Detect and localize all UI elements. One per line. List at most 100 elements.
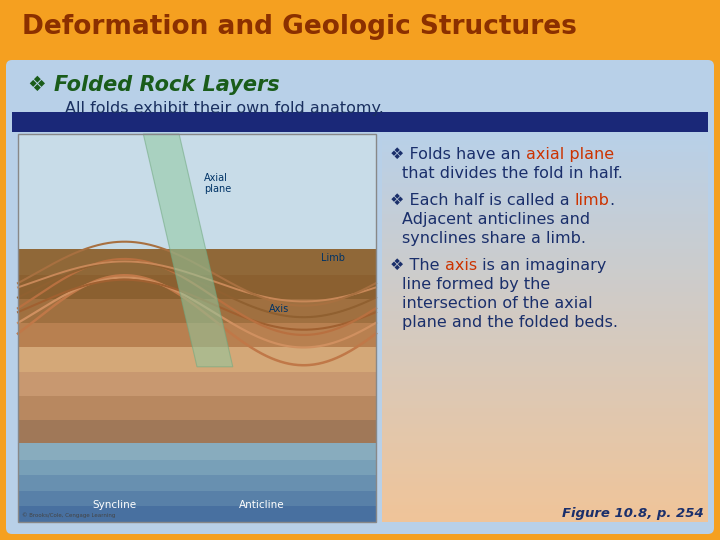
Bar (382, 285, 708, 289)
Text: line formed by the: line formed by the (402, 277, 550, 292)
Bar (382, 303, 708, 308)
Text: © Brooks/Cole, Cengage Learning: © Brooks/Cole, Cengage Learning (22, 512, 115, 518)
Text: limb: limb (575, 193, 610, 208)
Text: Syncline: Syncline (93, 500, 137, 510)
Bar (382, 269, 708, 274)
Bar (382, 133, 708, 138)
Bar (382, 296, 708, 301)
Bar (382, 273, 708, 278)
Bar (382, 455, 708, 460)
Bar (382, 443, 708, 448)
Bar (382, 339, 708, 343)
Text: ❖ The: ❖ The (390, 258, 445, 273)
Bar (382, 505, 708, 510)
Text: intersection of the axial: intersection of the axial (402, 296, 593, 311)
Bar (382, 346, 708, 352)
Bar (382, 261, 708, 266)
Bar (382, 404, 708, 409)
Bar (382, 319, 708, 324)
Text: Figure 10.8, p. 254: Figure 10.8, p. 254 (562, 507, 704, 520)
Bar (382, 408, 708, 413)
Bar (382, 389, 708, 394)
Bar (382, 478, 708, 483)
Bar (382, 494, 708, 499)
Bar (382, 308, 708, 313)
Bar (382, 214, 708, 219)
Bar (382, 288, 708, 293)
Bar (382, 413, 708, 417)
Bar (382, 377, 708, 382)
Text: synclines share a limb.: synclines share a limb. (402, 231, 586, 246)
Text: Axial
plane: Axial plane (204, 173, 231, 194)
Bar (382, 428, 708, 433)
Bar (382, 292, 708, 297)
Bar (382, 490, 708, 495)
Bar (382, 350, 708, 355)
Bar (382, 327, 708, 332)
Text: Anticline: Anticline (238, 500, 284, 510)
Bar (382, 226, 708, 231)
Bar (382, 199, 708, 204)
Bar (382, 222, 708, 227)
Bar (382, 168, 708, 173)
Bar (18, 490, 376, 507)
Bar (382, 234, 708, 239)
Bar (18, 459, 376, 475)
Bar (382, 172, 708, 177)
Bar (18, 395, 376, 420)
Bar (382, 300, 708, 305)
Bar (382, 370, 708, 375)
Bar (382, 470, 708, 475)
Bar (382, 195, 708, 200)
Bar (382, 517, 708, 522)
Bar (382, 191, 708, 196)
Bar (382, 447, 708, 452)
Text: ❖ Folds have an: ❖ Folds have an (390, 147, 526, 162)
Bar (382, 513, 708, 518)
Bar (18, 370, 376, 396)
Bar (382, 381, 708, 386)
Bar (382, 502, 708, 507)
Bar (382, 385, 708, 390)
Text: Axis: Axis (269, 303, 289, 314)
Bar (382, 436, 708, 441)
Bar (382, 420, 708, 425)
Bar (382, 137, 708, 142)
Bar (382, 280, 708, 285)
Bar (382, 440, 708, 444)
Text: ❖ Each half is called a: ❖ Each half is called a (390, 193, 575, 208)
Text: Deformation and Geologic Structures: Deformation and Geologic Structures (22, 14, 577, 40)
Bar (382, 241, 708, 247)
Text: axis: axis (445, 258, 477, 273)
Text: Adjacent anticlines and: Adjacent anticlines and (402, 212, 590, 227)
Bar (382, 249, 708, 254)
Bar (382, 156, 708, 161)
Polygon shape (143, 134, 233, 367)
Bar (382, 432, 708, 437)
Text: Limb: Limb (321, 253, 345, 263)
Bar (382, 164, 708, 169)
Bar (18, 322, 376, 347)
Bar (382, 207, 708, 212)
Bar (382, 424, 708, 429)
Bar (382, 145, 708, 150)
Bar (382, 184, 708, 188)
Bar (382, 509, 708, 514)
Bar (382, 187, 708, 192)
Bar (382, 265, 708, 270)
Text: is an imaginary: is an imaginary (477, 258, 606, 273)
Bar (18, 505, 376, 522)
Bar (382, 141, 708, 146)
Bar (382, 238, 708, 242)
Bar (18, 134, 376, 522)
Bar (382, 362, 708, 367)
Bar (382, 203, 708, 208)
Bar (18, 274, 376, 299)
Bar (18, 475, 376, 491)
Bar (382, 152, 708, 157)
Bar (18, 249, 376, 275)
Bar (382, 331, 708, 336)
Bar (382, 358, 708, 363)
Bar (382, 315, 708, 320)
Bar (18, 298, 376, 323)
